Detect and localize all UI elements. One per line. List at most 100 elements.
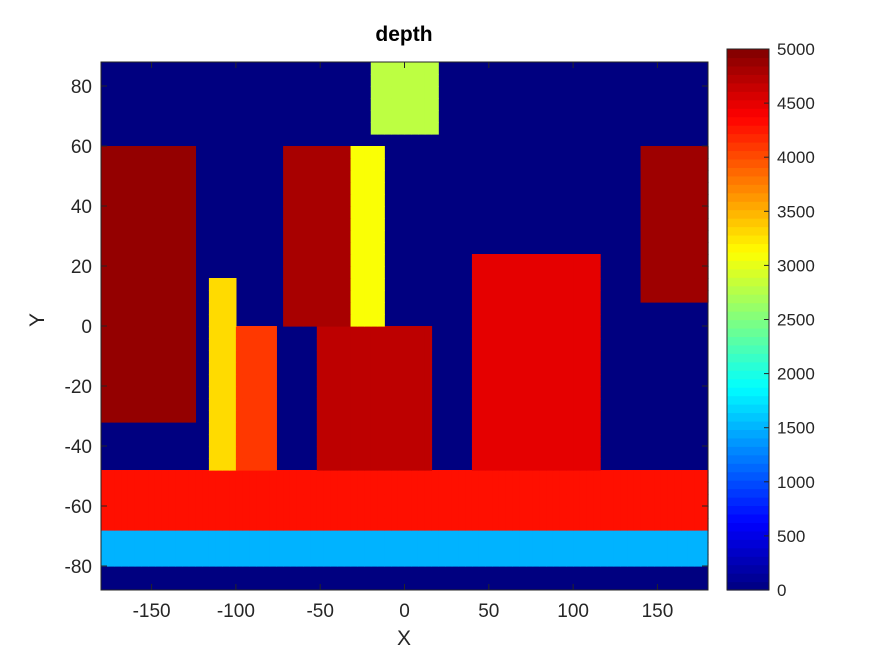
heatmap-cell: [586, 470, 594, 483]
heatmap-cell: [323, 518, 331, 531]
heatmap-cell: [161, 362, 170, 375]
heatmap-cell: [701, 254, 709, 267]
heatmap-cell: [411, 542, 419, 555]
heatmap-cell: [674, 146, 682, 159]
heatmap-cell: [296, 518, 304, 531]
heatmap-cell: [215, 302, 223, 315]
heatmap-cell: [377, 266, 385, 279]
heatmap-cell: [323, 554, 331, 567]
heatmap-cell: [134, 530, 143, 543]
heatmap-cell: [525, 410, 534, 423]
heatmap-cell: [296, 266, 304, 279]
heatmap-cell: [687, 266, 696, 279]
colorbar-swatch: [727, 395, 769, 405]
heatmap-cell: [431, 110, 439, 123]
colorbar-swatch: [727, 480, 769, 490]
heatmap-cell: [471, 470, 480, 483]
y-tick-label: -80: [65, 557, 92, 578]
heatmap-cell: [377, 206, 385, 219]
heatmap-cell: [310, 194, 318, 207]
heatmap-cell: [161, 326, 170, 339]
heatmap-cell: [485, 506, 493, 519]
heatmap-cell: [539, 398, 547, 411]
heatmap-cell: [505, 254, 514, 267]
heatmap-cell: [188, 362, 197, 375]
heatmap-cell: [377, 350, 385, 363]
heatmap-cell: [606, 494, 615, 507]
heatmap-cell: [370, 278, 379, 291]
heatmap-cell: [343, 530, 352, 543]
heatmap-cell: [316, 206, 325, 219]
heatmap-cell: [229, 326, 237, 339]
heatmap-cell: [377, 374, 385, 387]
heatmap-cell: [633, 518, 642, 531]
heatmap-cell: [141, 398, 149, 411]
heatmap-cell: [330, 530, 338, 543]
heatmap-cell: [222, 434, 230, 447]
heatmap-cell: [687, 290, 696, 303]
heatmap-cell: [492, 350, 500, 363]
heatmap-cell: [485, 542, 493, 555]
heatmap-cell: [384, 98, 392, 111]
heatmap-cell: [539, 314, 547, 327]
heatmap-cell: [316, 470, 325, 483]
heatmap-cell: [424, 422, 433, 435]
heatmap-cell: [438, 470, 446, 483]
heatmap-cell: [559, 482, 567, 495]
heatmap-cell: [674, 182, 682, 195]
heatmap-cell: [566, 482, 574, 495]
heatmap-cell: [114, 182, 122, 195]
heatmap-cell: [141, 542, 149, 555]
heatmap-cell: [701, 146, 709, 159]
heatmap-cell: [161, 386, 170, 399]
heatmap-cell: [417, 458, 426, 471]
heatmap-cell: [573, 530, 581, 543]
heatmap-cell: [627, 494, 635, 507]
heatmap-cell: [208, 434, 217, 447]
heatmap-cell: [161, 218, 170, 231]
colorbar-swatch: [727, 49, 769, 59]
heatmap-cell: [188, 410, 197, 423]
heatmap-cell: [202, 494, 210, 507]
heatmap-cell: [330, 386, 338, 399]
heatmap-cell: [701, 182, 709, 195]
heatmap-cell: [471, 302, 480, 315]
heatmap-cell: [370, 182, 379, 195]
heatmap-cell: [478, 470, 487, 483]
heatmap-cell: [208, 518, 217, 531]
heatmap-cell: [235, 458, 244, 471]
heatmap-cell: [148, 350, 156, 363]
heatmap-cell: [121, 542, 129, 555]
heatmap-cell: [674, 158, 682, 171]
heatmap-cell: [532, 302, 540, 315]
heatmap-cell: [654, 290, 662, 303]
heatmap-cell: [343, 410, 352, 423]
heatmap-cell: [573, 362, 581, 375]
heatmap-cell: [134, 494, 143, 507]
heatmap-cell: [559, 470, 567, 483]
heatmap-cell: [121, 350, 129, 363]
heatmap-cell: [546, 506, 554, 519]
heatmap-cell: [411, 458, 419, 471]
heatmap-cell: [640, 242, 648, 255]
heatmap-cell: [208, 410, 217, 423]
heatmap-cell: [296, 158, 304, 171]
heatmap-cell: [289, 206, 298, 219]
heatmap-cell: [229, 542, 237, 555]
heatmap-cell: [168, 266, 176, 279]
heatmap-cell: [667, 230, 675, 243]
heatmap-cell: [148, 326, 156, 339]
heatmap-cell: [417, 398, 426, 411]
heatmap-cell: [701, 290, 709, 303]
colorbar-swatch: [727, 226, 769, 236]
heatmap-cell: [498, 338, 507, 351]
heatmap-cell: [107, 314, 116, 327]
heatmap-cell: [222, 554, 230, 567]
heatmap-cell: [269, 326, 277, 339]
heatmap-cell: [586, 398, 594, 411]
heatmap-cell: [465, 542, 473, 555]
heatmap-cell: [391, 338, 399, 351]
heatmap-cell: [370, 554, 379, 567]
heatmap-cell: [337, 350, 345, 363]
heatmap-cell: [269, 506, 277, 519]
